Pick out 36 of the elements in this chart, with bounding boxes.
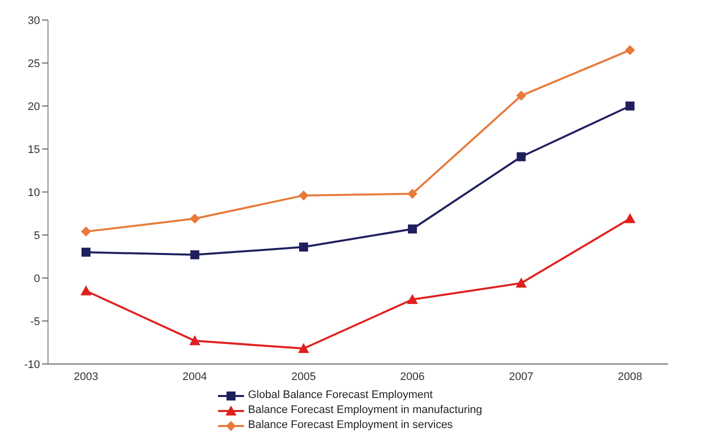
point	[626, 102, 634, 110]
y-tick-label: 20	[28, 100, 40, 113]
point	[625, 45, 635, 56]
point	[299, 242, 308, 252]
point	[80, 285, 92, 296]
point	[516, 278, 527, 288]
y-tick-label: 15	[28, 144, 40, 156]
x-tick-label: 2003	[74, 370, 98, 383]
y-tick-label: 0	[34, 272, 40, 285]
point	[624, 213, 636, 224]
legend-label: Balance Forecast Employment in manufacturing	[248, 403, 482, 418]
point	[407, 188, 418, 199]
x-tick-label: 2004	[182, 370, 208, 383]
point	[298, 190, 309, 200]
point	[190, 250, 200, 260]
y-tick-label: 10	[28, 186, 40, 199]
x-tick-label: 2007	[508, 370, 534, 383]
y-tick-label: -5	[30, 316, 40, 328]
x-tick-label: 2008	[618, 370, 642, 383]
point	[190, 214, 200, 224]
y-tick-label: 25	[28, 58, 40, 70]
point	[189, 335, 200, 346]
y-tick-label: -10	[24, 358, 40, 371]
y-tick-label: 5	[34, 230, 40, 242]
legend-label: Global Balance Forecast Employment	[248, 388, 433, 403]
y-tick-label: 30	[28, 14, 40, 27]
point	[406, 294, 418, 304]
point	[408, 224, 417, 234]
point	[82, 248, 90, 257]
point	[516, 152, 526, 162]
x-tick-label: 2005	[291, 370, 316, 383]
point	[516, 90, 526, 101]
point	[81, 226, 91, 237]
x-tick-label: 2006	[400, 370, 425, 383]
point	[298, 343, 310, 354]
legend-label: Balance Forecast Employment in services	[248, 418, 453, 433]
